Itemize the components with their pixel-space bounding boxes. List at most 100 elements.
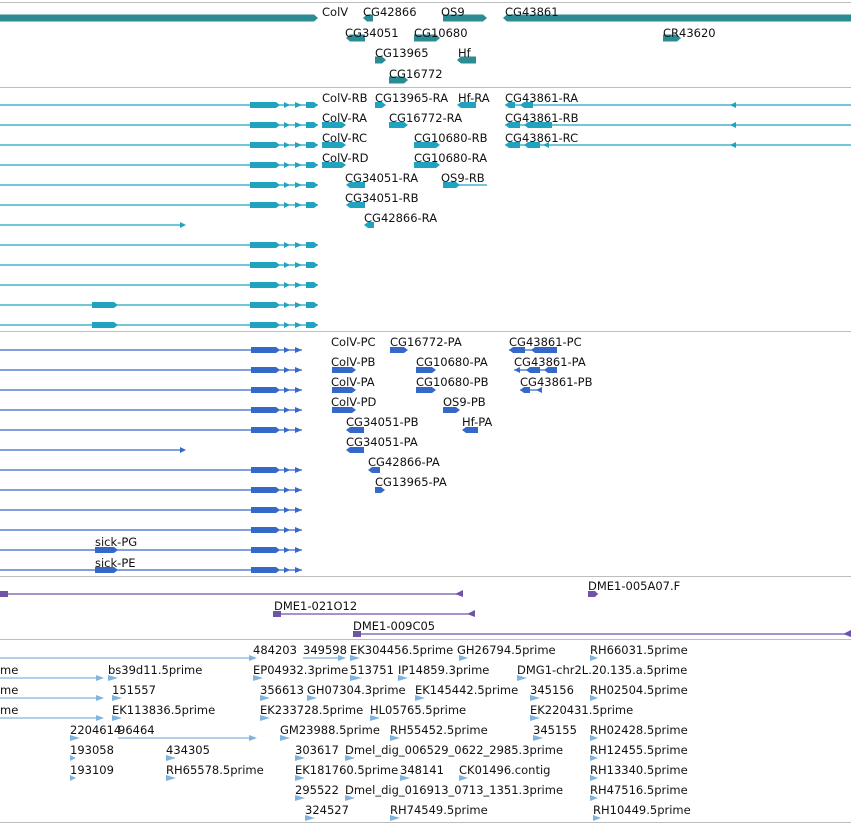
feature-345156[interactable]: 345156 [530, 683, 574, 701]
feature-cg16772-pa[interactable]: CG16772-PA [390, 335, 462, 353]
feature-cg16772[interactable]: CG16772 [389, 67, 443, 84]
feature-unlabeled-9[interactable] [0, 282, 318, 288]
feature-345155[interactable]: 345155 [533, 723, 577, 741]
feature-cg10680-pb[interactable]: CG10680-PB [416, 375, 489, 393]
feature-cg10680-rb[interactable]: CG10680-RB [414, 131, 488, 148]
feature-ek233728-5prime[interactable]: EK233728.5prime [260, 703, 363, 721]
feature-colv[interactable]: ColV [0, 5, 348, 22]
feature-rh74549-5prime[interactable]: RH74549.5prime [390, 803, 488, 821]
feature-rh66031-5prime[interactable]: RH66031.5prime [590, 643, 688, 661]
feature-dme1-009c05[interactable]: DME1-009C05 [353, 619, 851, 637]
feature-ck01496-contig[interactable]: CK01496.contig [459, 763, 550, 781]
feature-sick-pe[interactable]: sick-PE [0, 556, 302, 573]
feature-cg43861-pa[interactable]: CG43861-PA [514, 355, 586, 373]
feature-ip14859-3prime[interactable]: IP14859.3prime [398, 663, 489, 681]
feature-295522[interactable]: 295522 [295, 783, 339, 801]
feature-unlabeled-11[interactable] [0, 322, 318, 328]
feature-151557[interactable]: 151557 [112, 683, 156, 701]
feature-hf-pa[interactable]: Hf-PA [462, 415, 492, 433]
feature-cg42866-ra[interactable]: CG42866-RA [364, 211, 437, 228]
feature-rh13340-5prime[interactable]: RH13340.5prime [590, 763, 688, 781]
feature-cg34051[interactable]: CG34051 [345, 26, 399, 42]
feature-cg34051-rb[interactable]: CG34051-RB [345, 191, 419, 208]
feature-unlabeled-12[interactable] [332, 367, 356, 373]
feature-me[interactable]: me [0, 703, 104, 721]
feature-unlabeled-9[interactable] [0, 527, 302, 533]
feature-356613[interactable]: 356613 [260, 683, 304, 701]
feature-cg43861-ra[interactable]: CG43861-RA [505, 91, 851, 108]
feature-rh02428-5prime[interactable]: RH02428.5prime [590, 723, 688, 741]
feature-os9[interactable]: OS9 [441, 5, 487, 22]
feature-dmel-dig-006529-0622-2985-3prime[interactable]: Dmel_dig_006529_0622_2985.3prime [345, 743, 563, 761]
feature-303617[interactable]: 303617 [295, 743, 339, 761]
feature-193109[interactable]: 193109 [70, 763, 114, 781]
feature-unlabeled-6[interactable] [0, 467, 302, 473]
feature-gh26794-5prime[interactable]: GH26794.5prime [457, 643, 556, 661]
feature-ek304456-5prime[interactable]: EK304456.5prime [350, 643, 453, 661]
feature-ek113836-5prime[interactable]: EK113836.5prime [112, 703, 215, 721]
feature-348141[interactable]: 348141 [400, 763, 444, 781]
feature-unlabeled-13[interactable] [332, 387, 356, 393]
feature-cg10680-ra[interactable]: CG10680-RA [414, 151, 487, 168]
feature-cg13965-pa[interactable]: CG13965-PA [375, 475, 447, 493]
feature-colv-rb[interactable]: ColV-RB [0, 91, 368, 108]
feature-rh55452-5prime[interactable]: RH55452.5prime [390, 723, 488, 741]
feature-cg13965-ra[interactable]: CG13965-RA [375, 91, 448, 108]
feature-unlabeled-5[interactable] [0, 447, 186, 453]
feature-rh12455-5prime[interactable]: RH12455.5prime [590, 743, 688, 761]
feature-349598[interactable]: 349598 [303, 643, 347, 661]
feature-dme1-021o12[interactable]: DME1-021O12 [273, 599, 475, 617]
feature-cg10680-pa[interactable]: CG10680-PA [416, 355, 488, 373]
feature-unlabeled-7[interactable] [0, 487, 302, 493]
feature-484203[interactable]: 484203 [0, 643, 297, 661]
feature-324527[interactable]: 324527 [305, 803, 349, 821]
feature-colv-pc[interactable]: ColV-PC [0, 335, 376, 353]
feature-os9-rb[interactable]: OS9-RB [441, 171, 487, 188]
feature-colv-rc[interactable]: ColV-RC [0, 131, 367, 148]
feature-2204614[interactable]: 2204614 [70, 723, 121, 741]
feature-cg34051-pa[interactable]: CG34051-PA [346, 435, 418, 453]
feature-ep04932-3prime[interactable]: EP04932.3prime [253, 663, 348, 681]
feature-cg42866-pa[interactable]: CG42866-PA [368, 455, 440, 473]
feature-unlabeled-15[interactable] [322, 122, 346, 128]
feature-bs39d11-5prime[interactable]: bs39d11.5prime [108, 663, 202, 681]
feature-rh65578-5prime[interactable]: RH65578.5prime [166, 763, 264, 781]
feature-cg34051-pb[interactable]: CG34051-PB [346, 415, 419, 433]
feature-me[interactable]: me [0, 683, 104, 701]
feature-dme1-005a07-f[interactable]: DME1-005A07.F [588, 579, 680, 597]
feature-me[interactable]: me [0, 663, 104, 681]
feature-513751[interactable]: 513751 [350, 663, 394, 681]
feature-cg16772-ra[interactable]: CG16772-RA [389, 111, 462, 128]
feature-hf[interactable]: Hf [457, 46, 476, 64]
feature-cg42866[interactable]: CG42866 [363, 5, 417, 22]
feature-unlabeled-5[interactable] [0, 202, 318, 208]
feature-unlabeled-14[interactable] [332, 407, 356, 413]
feature-ek145442-5prime[interactable]: EK145442.5prime [415, 683, 518, 701]
feature-unlabeled-7[interactable] [0, 242, 318, 248]
feature-colv-pa[interactable]: ColV-PA [0, 375, 375, 393]
feature-cg43861-rc[interactable]: CG43861-RC [505, 131, 851, 148]
feature-unlabeled-18[interactable] [322, 142, 346, 148]
feature-cg13965[interactable]: CG13965 [375, 46, 429, 64]
feature-dmg1-chr2l-20-135-a-5prime[interactable]: DMG1-chr2L.20.135.a.5prime [517, 663, 687, 681]
feature-colv-pb[interactable]: ColV-PB [0, 355, 376, 373]
feature-unlabeled-8[interactable] [0, 507, 302, 513]
feature-hf-ra[interactable]: Hf-RA [457, 91, 490, 108]
feature-sick-pg[interactable]: sick-PG [0, 535, 302, 553]
feature-434305[interactable]: 434305 [166, 743, 210, 761]
feature-cg43861-pc[interactable]: CG43861-PC [509, 335, 582, 353]
feature-193058[interactable]: 193058 [70, 743, 114, 761]
feature-colv-ra[interactable]: ColV-RA [0, 111, 367, 128]
feature-unlabeled-4[interactable] [0, 182, 318, 188]
feature-unlabeled-0[interactable] [0, 590, 463, 597]
feature-os9-pb[interactable]: OS9-PB [443, 395, 486, 413]
feature-cg10680[interactable]: CG10680 [414, 26, 468, 42]
feature-cg43861[interactable]: CG43861 [503, 5, 851, 22]
feature-ek220431-5prime[interactable]: EK220431.5prime [530, 703, 633, 721]
feature-cr43620[interactable]: CR43620 [663, 26, 716, 42]
feature-unlabeled-4[interactable] [0, 427, 302, 433]
feature-gm23988-5prime[interactable]: GM23988.5prime [280, 723, 380, 741]
feature-hl05765-5prime[interactable]: HL05765.5prime [370, 703, 466, 721]
feature-colv-rd[interactable]: ColV-RD [0, 151, 369, 168]
feature-unlabeled-8[interactable] [0, 262, 318, 268]
